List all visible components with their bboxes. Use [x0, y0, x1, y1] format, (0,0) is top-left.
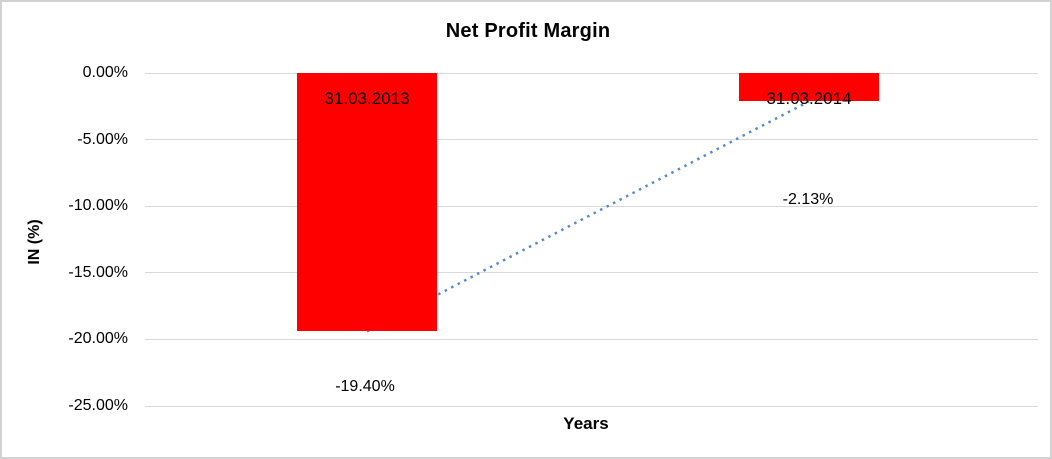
gridline--10.00%	[145, 205, 1038, 207]
gridline--20.00%	[145, 338, 1038, 340]
ytick-label: -20.00%	[68, 330, 128, 348]
gridline--25.00%	[145, 405, 1038, 407]
bar-category-label-2013: 31.03.2013	[324, 89, 410, 108]
ytick-label: 0.00%	[82, 64, 128, 81]
y-axis-title: IN (%)	[26, 219, 43, 265]
gridline-0.00%	[145, 72, 1038, 74]
gridline--5.00%	[145, 139, 1038, 141]
ytick-label: -15.00%	[68, 263, 128, 281]
data-label-2013: -19.40%	[335, 378, 395, 395]
data-label-2014: -2.13%	[782, 191, 834, 208]
bar-2013	[297, 73, 437, 332]
ytick-label: -5.00%	[77, 130, 128, 148]
chart-title: Net Profit Margin	[445, 20, 611, 42]
bar-category-label-2014: 31.03.2014	[766, 89, 852, 108]
ytick-label: -10.00%	[68, 197, 128, 215]
ytick-label: -25.00%	[68, 397, 128, 414]
gridline--15.00%	[145, 272, 1038, 274]
x-axis-title: Years	[563, 414, 609, 433]
bar-2014	[739, 73, 879, 102]
